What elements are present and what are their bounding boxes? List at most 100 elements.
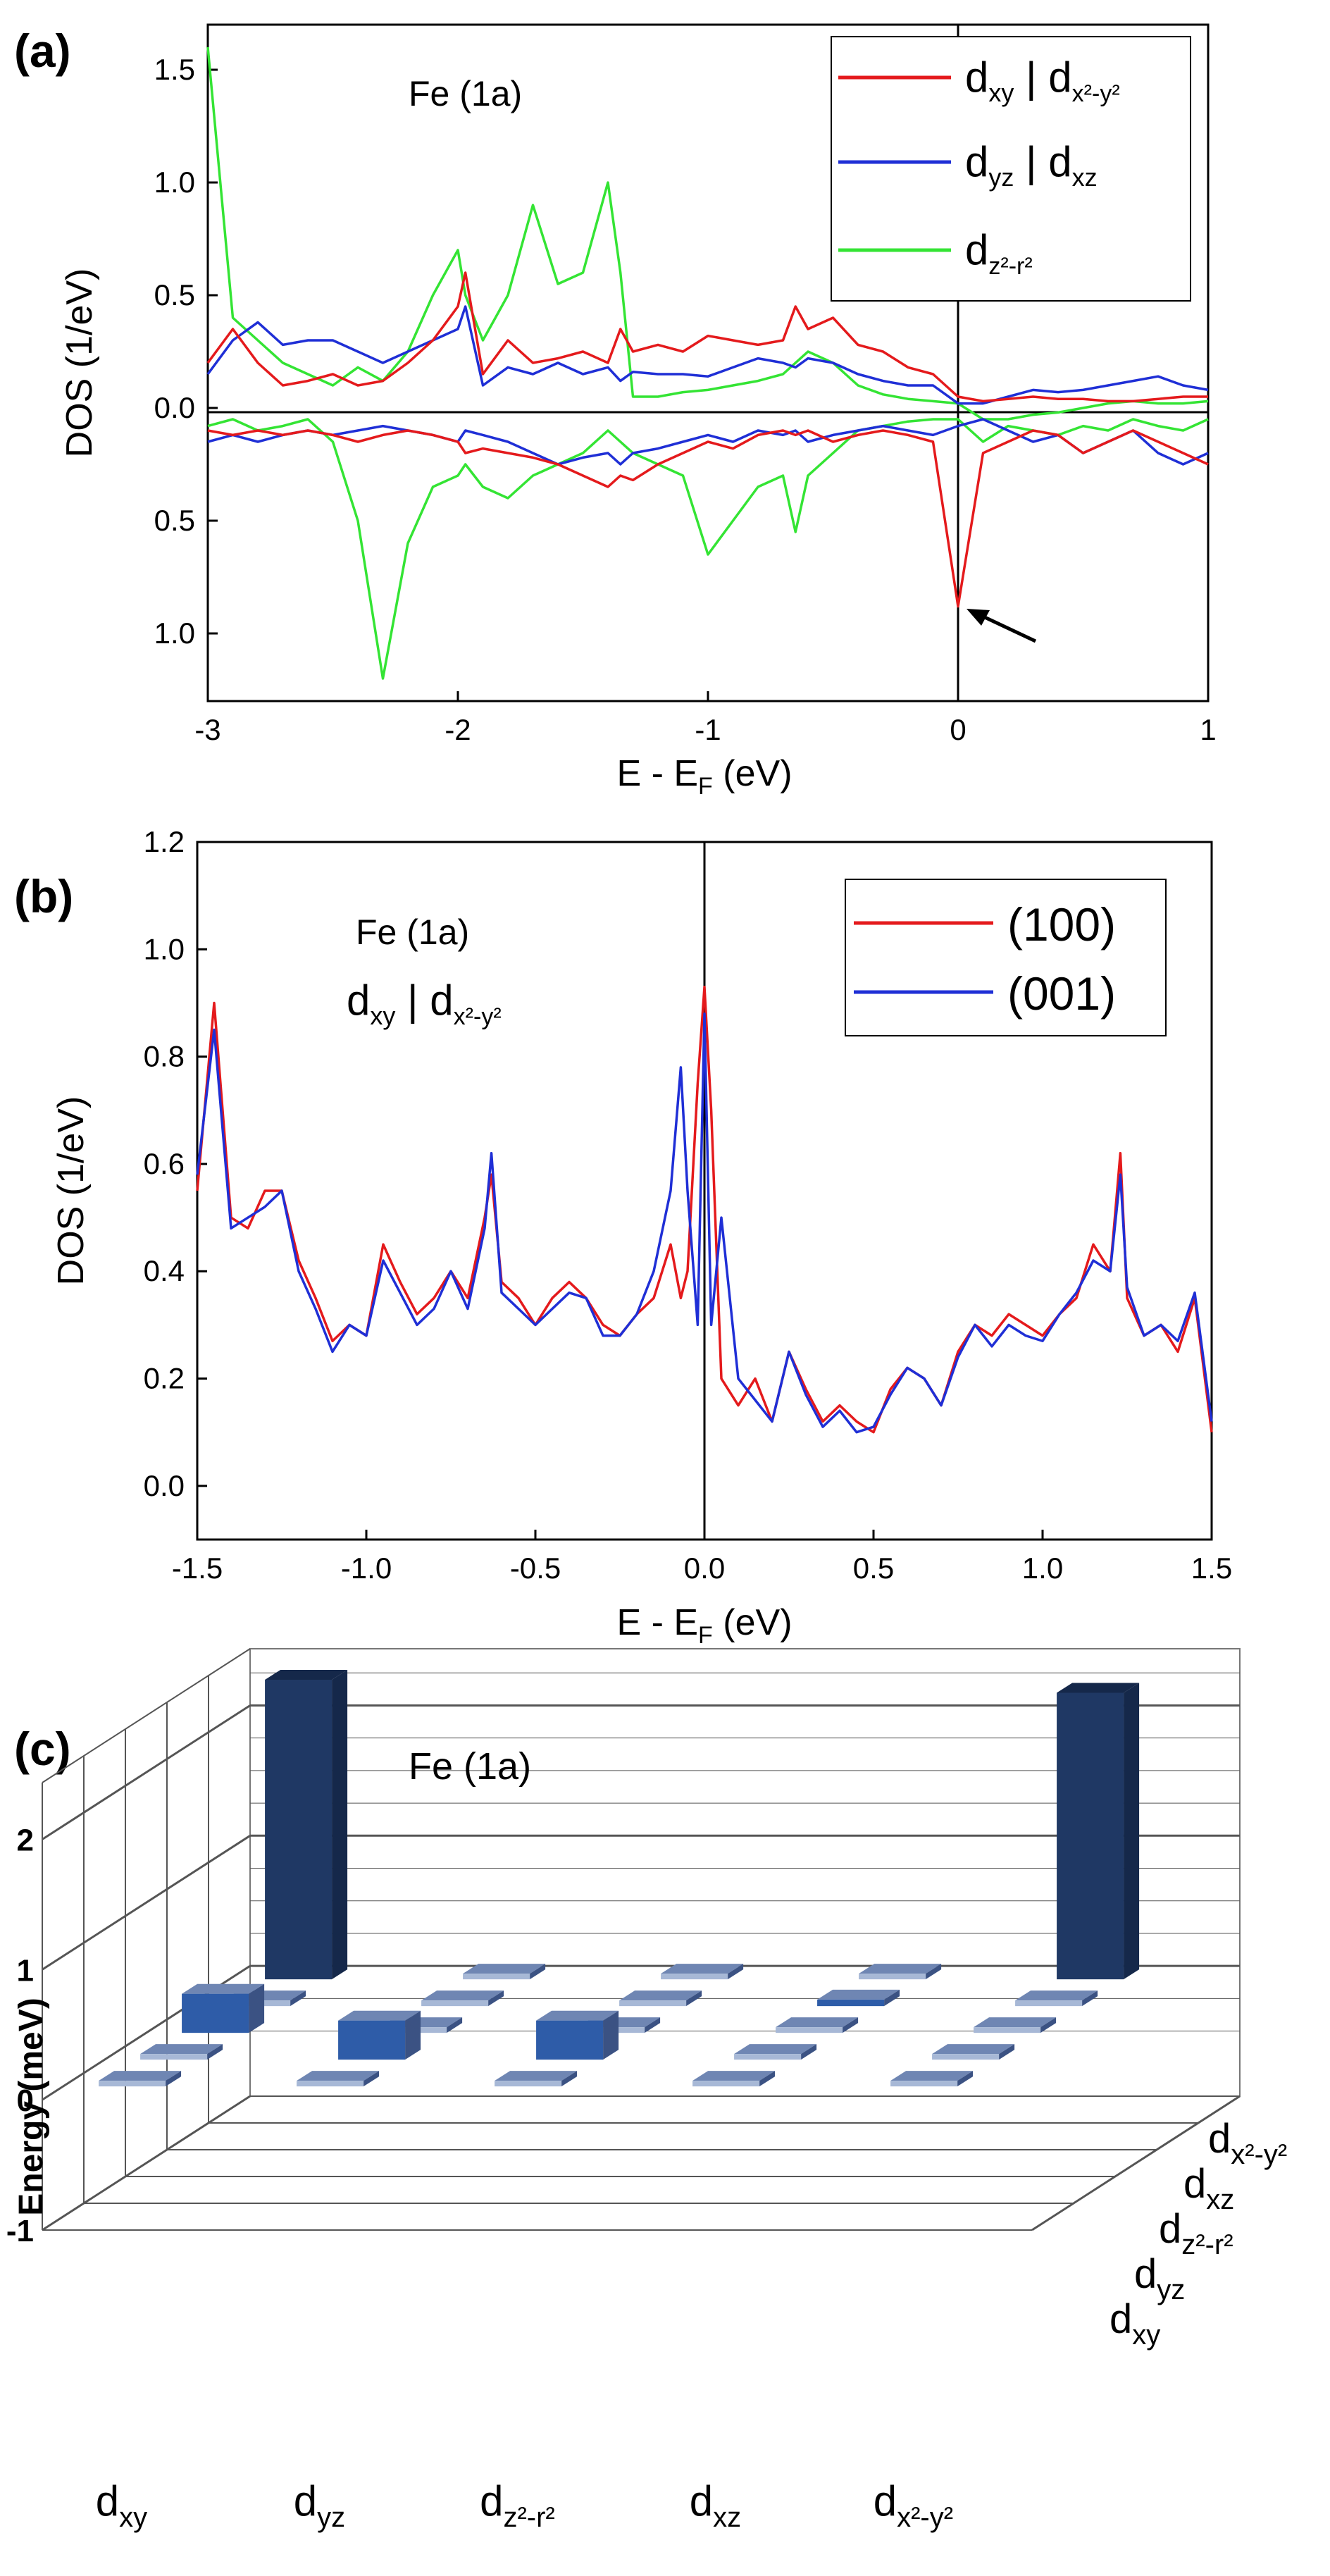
bar-side [207,2044,223,2060]
bar-top [1057,1683,1140,1693]
bar-3d [495,2071,578,2087]
bar-side [1124,1683,1140,1980]
bar-3d [297,2071,380,2087]
bar-top [974,2017,1057,2028]
x-category-label-c: dz²-r² [480,2477,555,2533]
bar-side [332,1670,348,1980]
bar-top [99,2071,182,2081]
bar-front [1015,2000,1083,2007]
y-tick-label-b: 0.6 [144,1147,185,1180]
y-tick-label-a: 0.5 [154,278,195,311]
bar-top [463,1964,546,1974]
bar-front [140,2054,208,2060]
left-wall-top [42,1648,251,1783]
bar-top [661,1964,744,1974]
x-category-label-c: dxy [96,2477,147,2533]
bar-top [619,1990,702,2001]
y-tick-label-b: 1.2 [144,825,185,858]
bar-front [1057,1692,1124,1980]
bar-3d [661,1964,744,1980]
bar-3d [692,2071,776,2087]
x-tick-label-a: -1 [695,713,721,746]
bar-3d [1057,1683,1140,1980]
x-tick-label-a: -3 [194,713,220,746]
bars-c [99,1670,1140,2087]
y-axis-label-b: DOS (1/eV) [51,1096,92,1286]
bar-top [338,2010,421,2021]
x-tick-label-b: -0.5 [510,1552,561,1585]
bar-top [536,2010,619,2021]
y-tick-label-c: -1 [6,2214,34,2248]
bar-3d [1015,1990,1098,2007]
depth-category-label-c: dx²-y² [1208,2116,1287,2170]
bar-side [363,2071,380,2087]
series-lines-a [206,47,1209,680]
bar-front [932,2054,1000,2060]
series-line-a-0 [206,271,1208,403]
left-wall-bottom [42,2095,251,2231]
bar-front [495,2081,562,2087]
chart-subtitle-b: dxy | dx²-y² [347,977,502,1030]
series-lines-b [196,985,1213,1434]
x-tick-label-b: 0.5 [853,1552,894,1585]
bar-front [974,2027,1041,2033]
bar-3d [817,1989,900,2007]
x-tick-label-a: 0 [950,713,966,746]
bar-front [297,2081,364,2087]
x-tick-label-a: -2 [445,713,471,746]
bar-3d [859,1964,942,1980]
panel-label-b: (b) [14,870,73,922]
bar-front [99,2081,166,2087]
legend-entry-100: (100) [1007,898,1116,950]
panel-label-a: (a) [14,25,71,77]
bar-3d [421,1990,504,2007]
bar-3d [463,1964,546,1980]
left-energy-line [42,1835,251,1971]
bar-3d [536,2010,619,2060]
bar-front [421,2000,489,2007]
series-line-a-2 [206,47,1209,421]
bar-front [692,2081,760,2087]
y-tick-label-b: 0.8 [144,1040,185,1073]
bar-side [686,1990,702,2007]
bar-top [890,2071,974,2081]
legend-a: dxy | dx²-y² dyz | dxz dz²-r² [831,36,1191,302]
bar-front [338,2020,406,2060]
bar-front [859,1974,926,1980]
bar-top [265,1670,348,1680]
arrow-annotation-a [967,609,1037,643]
y-tick-label-b: 0.2 [144,1362,185,1395]
depth-category-label-c: dxy [1110,2296,1160,2351]
bar-front [619,2000,687,2007]
series-line-b-1 [196,1012,1213,1434]
x-tick-label-b: -1.5 [172,1552,223,1585]
bar-side [405,2010,421,2060]
floor-edge-right [1031,2095,1241,2231]
bar-top [495,2071,578,2081]
bar-side [488,1990,504,2007]
bar-side [603,2010,619,2060]
chart-title-c: Fe (1a) [409,1745,531,1788]
bar-side [957,2071,974,2087]
series-line-a-3 [207,429,1209,608]
y-tick-label-b: 0.0 [144,1469,185,1502]
y-tick-label-c: 0 [17,2083,34,2118]
y-tick-label-a: 0.5 [154,504,195,537]
legend-box-b [845,879,1167,1036]
series-line-b-0 [196,985,1213,1434]
bar-top [182,1983,265,1994]
bar-3d [338,2010,421,2060]
y-tick-label-b: 0.4 [144,1254,185,1287]
bar-3d [776,2017,859,2033]
bar-front [265,1680,332,1980]
bar-side [249,1983,265,2033]
bar-front [817,1999,885,2007]
bar-top [817,1989,900,2000]
bar-3d [619,1990,702,2007]
bar-top [932,2044,1015,2055]
depth-category-label-c: dxz [1183,2161,1234,2215]
bar-side [166,2071,182,2087]
bar-top [421,1990,504,2001]
axis-ticks-b: -1.5 -1.0 -0.5 0.0 0.5 1.0 1.5 0.0 0.2 0.4 0.6 0.8 1… [144,825,1233,1585]
